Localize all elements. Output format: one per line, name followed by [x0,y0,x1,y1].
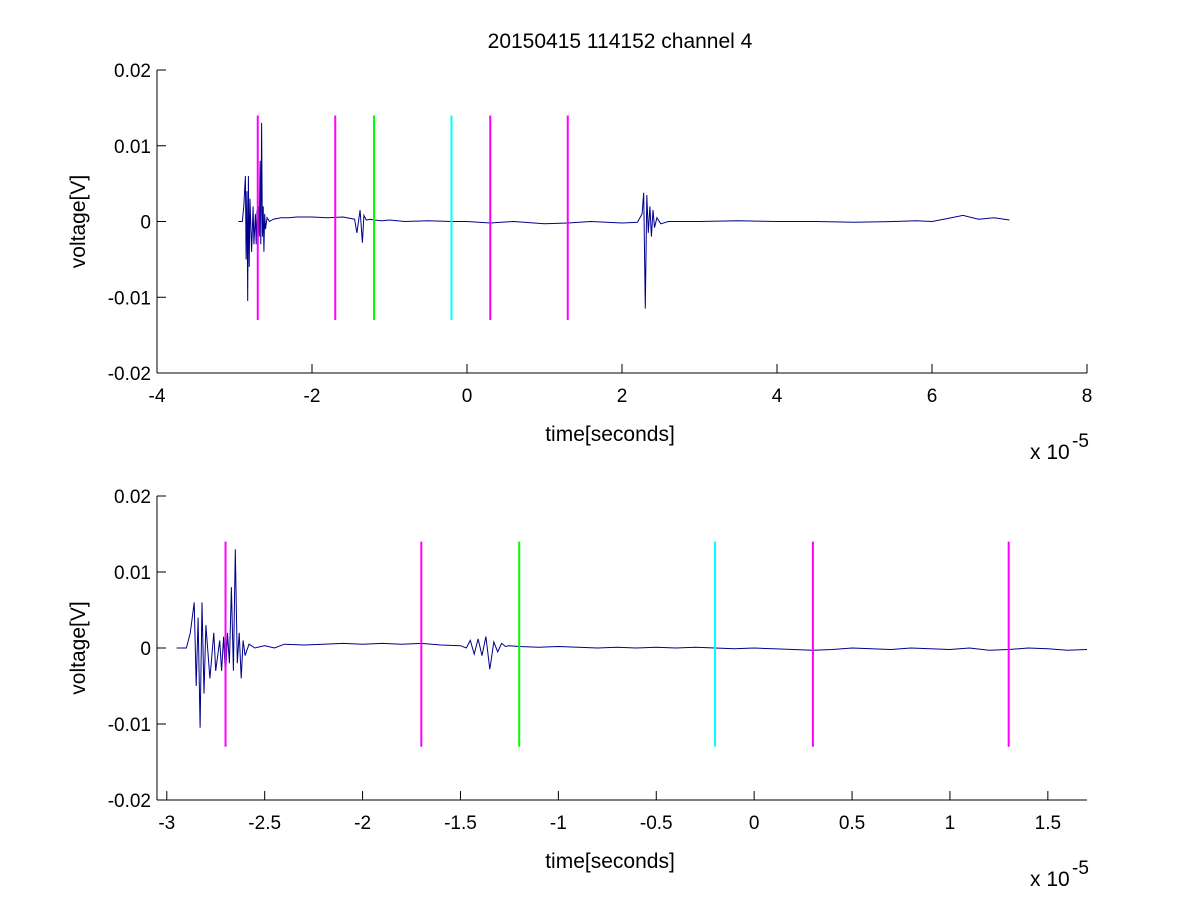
x-tick-label: -1 [550,813,567,834]
y-axis-label: voltage[V] [67,601,90,694]
y-tick-label: -0.02 [108,791,151,812]
x-tick-label: -2.5 [248,813,281,834]
y-tick-label: 0.01 [114,137,151,158]
x-tick-label: 2 [617,386,628,407]
y-axis-label: voltage[V] [67,175,90,268]
x-exponent-label: -5 [1072,431,1089,452]
x-axis-label: time[seconds] [545,850,675,873]
x-tick-label: -3 [158,813,175,834]
x-exponent-label: -5 [1072,858,1089,879]
x-tick-label: -2 [354,813,371,834]
x-tick-label: -0.5 [640,813,673,834]
x-tick-label: 8 [1082,386,1093,407]
chart-title: 20150415 114152 channel 4 [488,30,753,53]
y-tick-label: 0 [140,213,151,234]
y-tick-label: 0.01 [114,563,151,584]
x-multiplier-label: x 10 [1030,441,1070,464]
x-tick-label: 1 [945,813,956,834]
x-multiplier-label: x 10 [1030,868,1070,891]
x-tick-label: 4 [772,386,783,407]
x-tick-label: -4 [149,386,166,407]
x-tick-label: -2 [304,386,321,407]
x-tick-label: 0.5 [839,813,865,834]
y-tick-label: -0.01 [108,288,151,309]
y-tick-label: 0 [140,639,151,660]
x-tick-label: 1.5 [1035,813,1061,834]
x-axis-label: time[seconds] [545,423,675,446]
top-plot: -0.02 -0.01 0 0.01 0.02 -4 -2 0 2 4 6 8 time[seconds… [67,61,1092,464]
x-tick-label: 6 [927,386,938,407]
plot-area [238,115,1010,320]
y-tick-label: -0.02 [108,364,151,385]
signal-line [176,549,1087,728]
y-tick-label: -0.01 [108,715,151,736]
y-tick-label: 0.02 [114,61,151,82]
y-tick-label: 0.02 [114,487,151,508]
bottom-plot: -0.02 -0.01 0 0.01 0.02 -3 -2.5 -2 -1.5 -1 -0.5 0 0.… [67,487,1089,891]
x-tick-label: -1.5 [444,813,477,834]
signal-line [238,122,1010,309]
plot-area [176,541,1087,747]
x-tick-label: 0 [749,813,760,834]
x-tick-label: 0 [462,386,473,407]
